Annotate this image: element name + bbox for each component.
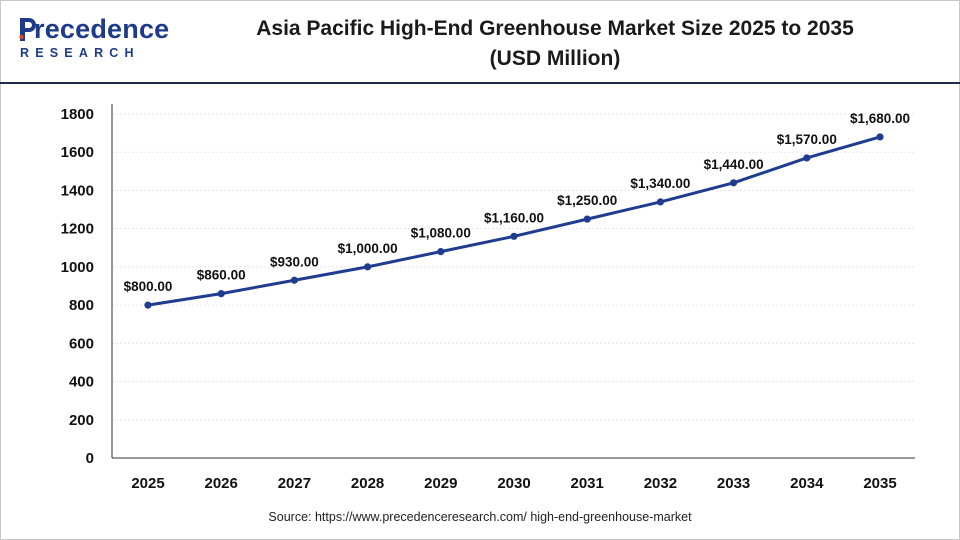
x-tick-label: 2028 [351,475,384,492]
x-tick-label: 2032 [644,475,677,492]
logo-word: recedence [34,14,170,44]
x-tick-label: 2031 [571,475,604,492]
y-axis-ticks: 0 200 400 600 800 1000 1200 1400 1600 1800 [61,106,94,467]
data-label: $1,000.00 [338,241,398,256]
y-tick-label: 600 [69,335,94,352]
data-point [510,232,518,240]
x-tick-label: 2029 [424,475,457,492]
y-tick-label: 1000 [61,259,94,276]
data-point [583,215,591,223]
data-point [803,154,811,162]
data-point [290,276,298,284]
chart-title-line-1: Asia Pacific High-End Greenhouse Market … [256,17,854,40]
chart-title: Asia Pacific High-End Greenhouse Market … [205,14,905,74]
logo-subtitle: RESEARCH [20,46,140,60]
y-tick-label: 200 [69,412,94,429]
data-label: $1,340.00 [630,176,690,191]
x-tick-label: 2033 [717,475,750,492]
data-label: $860.00 [197,268,246,283]
chart-title-line-2: (USD Million) [489,47,621,70]
data-label: $1,160.00 [484,210,544,225]
header: recedence RESEARCH Asia Pacific High-End… [0,0,960,80]
data-point [876,133,884,141]
x-tick-label: 2030 [497,475,530,492]
data-label: $1,570.00 [777,132,837,147]
gridlines [112,113,915,421]
data-point [364,263,372,271]
axes [111,104,915,459]
y-tick-label: 400 [69,374,94,391]
source-note: Source: https://www.precedenceresearch.c… [268,510,692,524]
y-tick-label: 0 [86,450,94,467]
data-label: $1,250.00 [557,193,617,208]
data-point [656,198,665,206]
data-point [217,290,225,298]
data-labels: $800.00 $860.00 $930.00 $1,000.00 $1,080.00 $… [124,111,910,294]
y-tick-label: 1600 [61,144,94,161]
x-tick-label: 2035 [863,475,896,492]
y-tick-label: 1400 [61,182,94,199]
data-point [144,301,152,309]
x-tick-label: 2025 [131,475,164,492]
data-label: $930.00 [270,254,319,269]
precedence-research-logo: recedence RESEARCH [18,14,170,64]
x-tick-label: 2027 [278,475,311,492]
x-tick-label: 2026 [205,475,238,492]
data-label: $1,080.00 [411,226,471,241]
data-label: $1,440.00 [704,157,764,172]
x-tick-label: 2034 [790,475,824,492]
header-divider [0,82,960,84]
data-point [437,248,445,256]
data-label: $800.00 [124,279,173,294]
data-label: $1,680.00 [850,111,910,126]
y-tick-label: 1800 [61,106,94,123]
data-point [730,179,738,187]
x-axis-ticks: 2025 2026 2027 2028 2029 2030 2031 2032 2033 2034… [131,475,896,492]
y-tick-label: 800 [69,297,94,314]
data-points [144,133,884,309]
y-tick-label: 1200 [61,221,94,238]
logo-p-icon [19,18,36,41]
